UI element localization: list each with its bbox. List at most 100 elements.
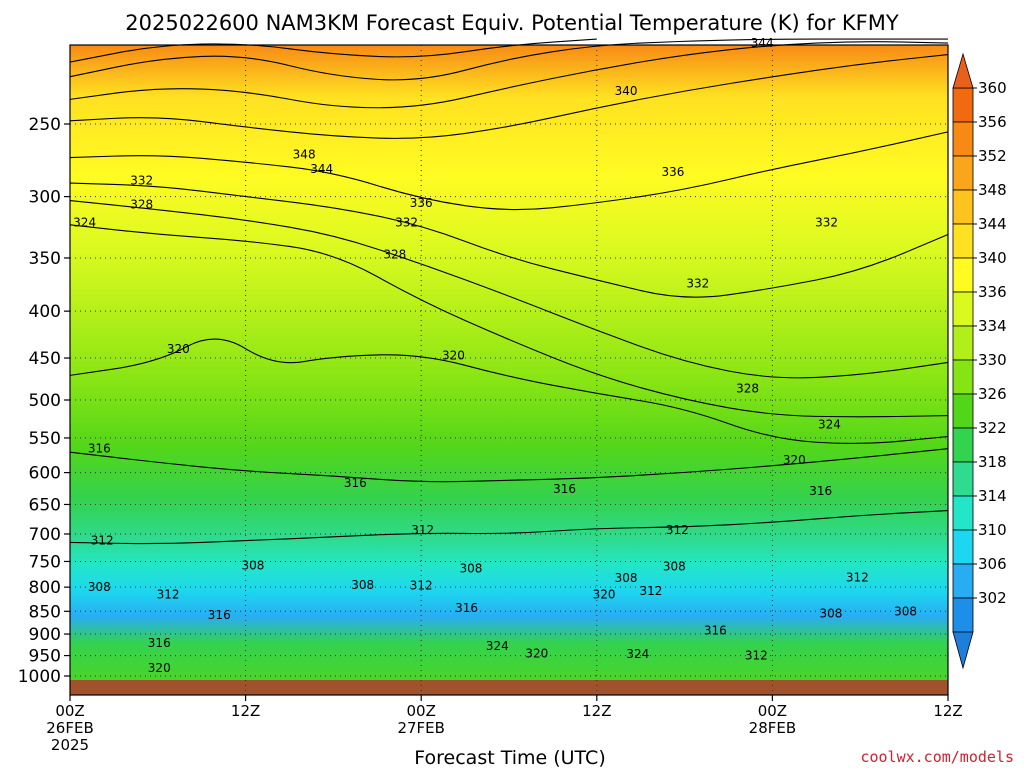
colorbar-swatch	[952, 189, 974, 225]
colorbar-swatch	[952, 393, 974, 429]
contour-label: 328	[383, 248, 406, 262]
contour-label: 344	[310, 162, 333, 176]
contour-label: 320	[148, 661, 171, 675]
contour-line-340	[69, 54, 949, 139]
chart-title: 2025022600 NAM3KM Forecast Equiv. Potent…	[125, 11, 899, 35]
colorbar-swatch	[952, 291, 974, 327]
colorbar-label: 330	[978, 351, 1007, 369]
plot-frame	[69, 44, 949, 696]
colorbar-swatch	[952, 495, 974, 531]
contour-label: 316	[88, 442, 111, 456]
y-tick-label: 700	[29, 525, 61, 545]
contour-line-320	[69, 338, 949, 444]
contour-line-348	[69, 38, 948, 81]
y-tick-label: 800	[29, 578, 61, 598]
contour-label: 316	[704, 623, 727, 637]
colorbar-label: 310	[978, 521, 1007, 539]
y-tick-label: 950	[29, 647, 61, 667]
contour-label: 324	[626, 647, 649, 661]
colorbar-swatch	[952, 461, 974, 497]
contour-label: 308	[663, 560, 686, 574]
ground-strip	[70, 680, 948, 695]
colorbar-swatch	[952, 155, 974, 191]
contour-label: 320	[167, 342, 190, 356]
contour-label: 316	[553, 482, 576, 496]
x-tick-label: 00Z	[407, 702, 436, 720]
colorbar-top-arrow	[952, 52, 974, 89]
contour-label: 312	[157, 588, 180, 602]
contour-label: 312	[666, 523, 689, 537]
contour-line-332	[69, 182, 949, 298]
contour-label: 312	[91, 534, 114, 548]
contour-label: 308	[241, 559, 264, 573]
colorbar-swatch	[952, 121, 974, 157]
contour-label: 324	[73, 215, 96, 229]
contour-label: 332	[815, 215, 838, 229]
colorbar-label: 322	[978, 419, 1007, 437]
y-tick-label: 650	[29, 495, 61, 515]
y-tick-label: 300	[29, 188, 61, 208]
contour-label: 316	[208, 608, 231, 622]
x-tick-label: 28FEB	[749, 719, 796, 737]
x-axis-title: Forecast Time (UTC)	[414, 747, 605, 768]
colorbar-label: 356	[978, 113, 1007, 131]
contour-label: 308	[615, 571, 638, 585]
colorbar-label: 336	[978, 283, 1007, 301]
colorbar-bottom-arrow	[952, 631, 974, 670]
y-tick-label: 400	[29, 302, 61, 322]
contour-label: 320	[442, 348, 465, 362]
contour-label: 348	[293, 148, 316, 162]
contour-line-336	[69, 131, 949, 211]
colorbar-swatch	[952, 427, 974, 463]
y-tick-label: 600	[29, 464, 61, 484]
colorbar-swatch	[952, 223, 974, 259]
y-tick-label: 350	[29, 249, 61, 269]
y-tick-label: 1000	[18, 667, 61, 687]
colorbar-swatch	[952, 563, 974, 599]
y-tick-label: 500	[29, 391, 61, 411]
colorbar-swatch	[952, 529, 974, 565]
x-tick-label: 00Z	[55, 702, 84, 720]
y-tick-label: 450	[29, 349, 61, 369]
contour-label: 328	[736, 382, 759, 396]
contour-label: 332	[686, 276, 709, 290]
colorbar: 360 356 352 348 344 340 336 334 330 326 322 318 314 3…	[952, 52, 1007, 670]
y-tick-label: 750	[29, 552, 61, 572]
contour-label: 312	[411, 523, 434, 537]
x-tick-label: 26FEB	[46, 719, 93, 737]
colorbar-label: 306	[978, 555, 1007, 573]
colorbar-label: 302	[978, 589, 1007, 607]
contour-label: 312	[410, 579, 433, 593]
x-tick-label: 27FEB	[397, 719, 444, 737]
y-tick-label: 900	[29, 625, 61, 645]
contour-label: 320	[525, 646, 548, 660]
colorbar-label: 314	[978, 487, 1007, 505]
contour-label: 328	[130, 197, 153, 211]
y-tick-label: 250	[29, 115, 61, 135]
credit-link[interactable]: coolwx.com/models	[860, 748, 1014, 766]
colorbar-label: 352	[978, 147, 1007, 165]
colorbar-swatch	[952, 87, 974, 123]
contour-lines	[69, 38, 949, 545]
contour-label: 308	[88, 580, 111, 594]
contour-label: 308	[894, 604, 917, 618]
contour-label: 324	[486, 639, 509, 653]
x-tick-label: 12Z	[231, 702, 260, 720]
colorbar-label: 348	[978, 181, 1007, 199]
colorbar-label: 334	[978, 317, 1007, 335]
colorbar-swatch	[952, 597, 974, 633]
y-tick-label: 550	[29, 429, 61, 449]
colorbar-label: 326	[978, 385, 1007, 403]
contour-label: 312	[639, 584, 662, 598]
contour-line-316	[69, 448, 949, 483]
x-tick-label: 00Z	[758, 702, 787, 720]
colorbar-label: 318	[978, 453, 1007, 471]
contour-label: 320	[593, 588, 616, 602]
contour-label: 336	[661, 165, 684, 179]
y-axis: 250 300 350 400 450 500 550 600 650 700 750 800 850 9…	[18, 115, 70, 687]
contour-label: 308	[351, 578, 374, 592]
colorbar-label: 340	[978, 249, 1007, 267]
contour-label: 332	[395, 215, 418, 229]
contour-label: 324	[818, 418, 841, 432]
